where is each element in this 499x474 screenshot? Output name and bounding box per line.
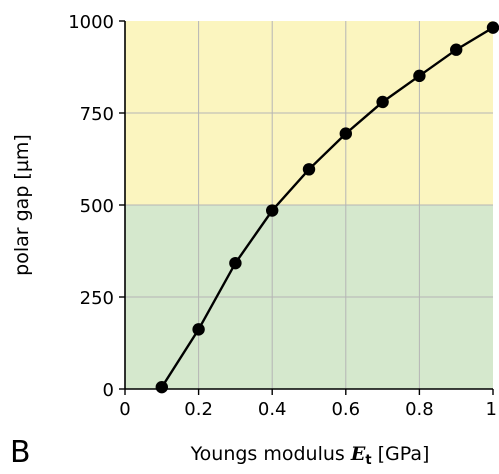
y-tick-label: 750 [80,104,114,125]
data-point [486,21,499,34]
data-point [450,43,463,56]
data-point [413,69,426,83]
y-axis-label: polar gap [µm] [11,134,33,276]
data-point [376,95,389,109]
panel-label: B [10,435,31,470]
data-point [155,380,168,394]
axes: 0 250 500 750 1000 0 0.2 0.4 0.6 0.8 1 [68,12,497,420]
data-point [302,163,316,176]
x-tick-label: 0 [119,399,130,420]
x-tick-label: 0.8 [405,399,434,420]
series-line [160,26,494,388]
grid [125,21,493,389]
x-tick-label: 0.4 [258,399,287,420]
x-axis-label-unit: [GPa] [372,443,430,465]
y-tick-label: 500 [80,196,114,217]
y-tick-label: 0 [103,380,114,401]
data-point [339,127,352,140]
x-axis-label: Youngs modulus Et [GPa] [190,443,430,468]
x-axis-label-symbol: E [350,443,366,465]
x-tick-label: 0.6 [331,399,360,420]
x-tick-label: 1 [486,399,497,420]
axis-labels: polar gap [µm] Youngs modulus Et [GPa] B [10,134,429,470]
y-tick-label: 250 [80,288,114,309]
data-point [192,323,205,336]
data-point [229,256,242,270]
x-tick-label: 0.2 [184,399,213,420]
data-point [266,204,279,217]
y-tick-label: 1000 [68,12,114,33]
x-axis-label-subscript: t [365,453,371,468]
x-axis-label-prefix: Youngs modulus [190,443,351,465]
series-group [155,21,499,394]
